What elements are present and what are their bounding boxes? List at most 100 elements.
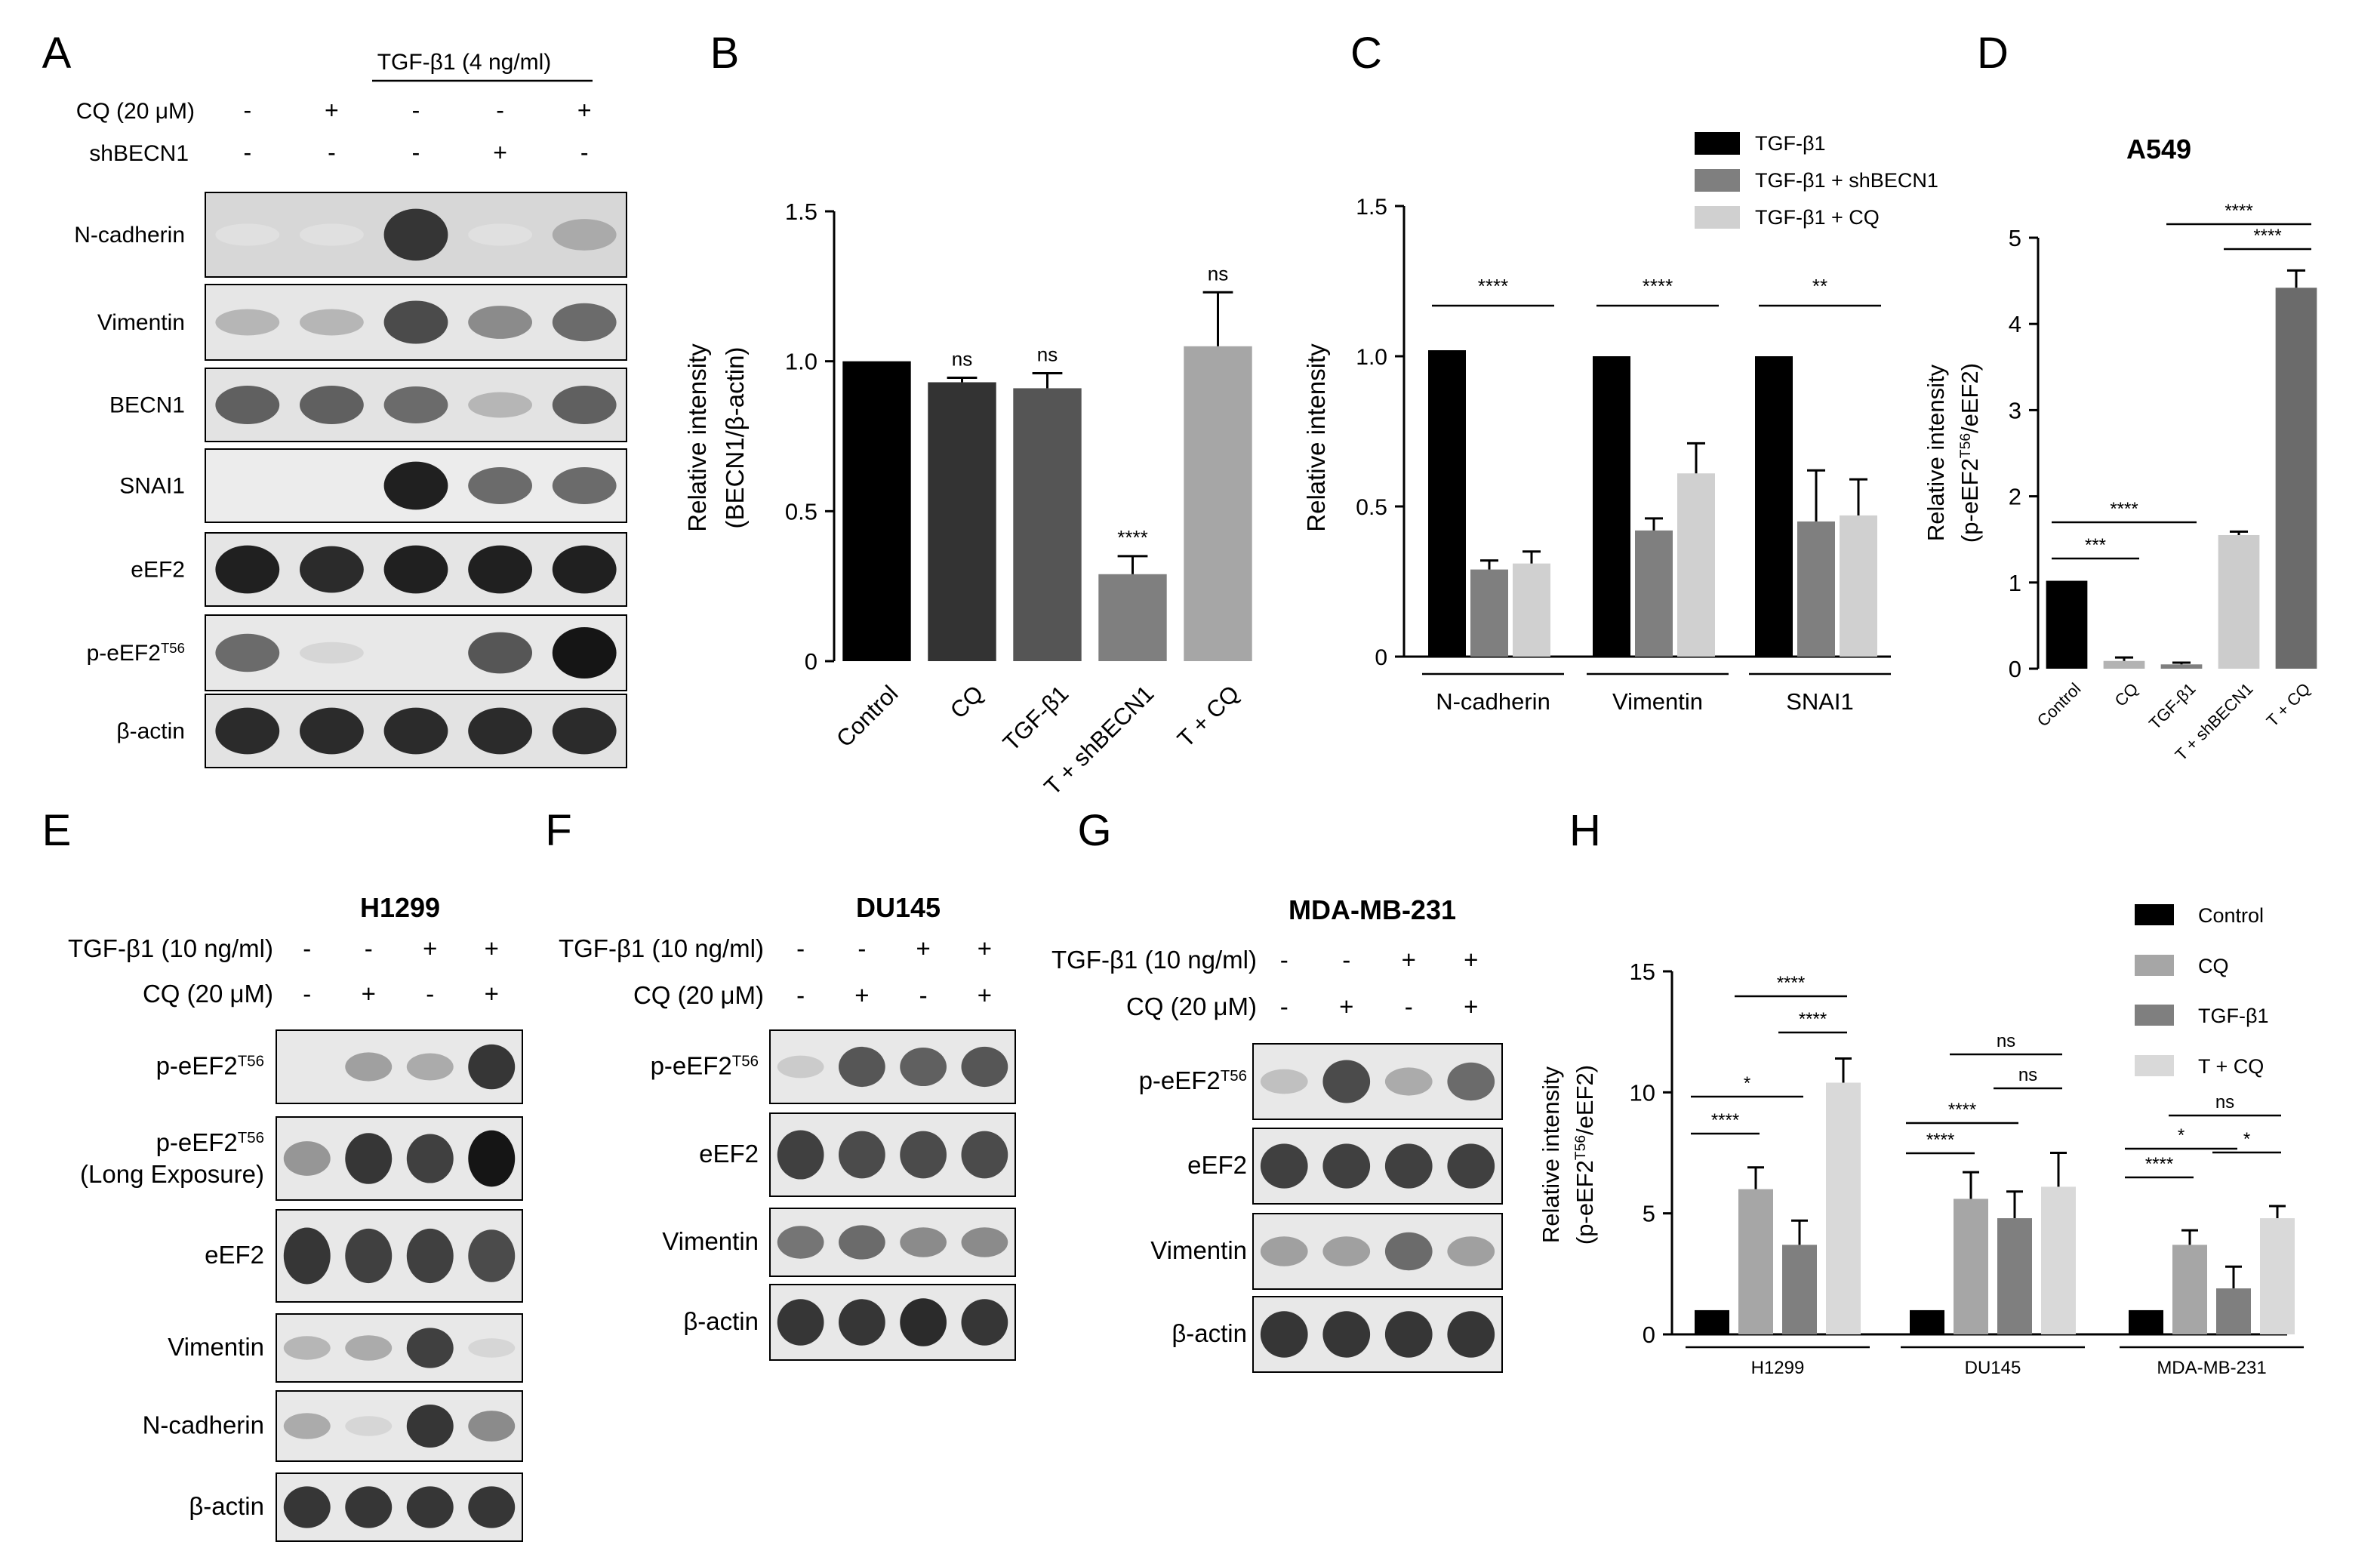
bar-2-1: [1797, 521, 1835, 657]
blot-band: [406, 1053, 454, 1081]
blot-band: [1384, 1232, 1433, 1271]
y-tick-label: 0.5: [785, 498, 817, 525]
cq-sign: -: [919, 981, 928, 1009]
bar-0-1: [1470, 569, 1508, 657]
y-tick-label: 2: [2009, 484, 2021, 510]
blot-band: [1322, 1060, 1371, 1103]
bar-2-0: [1755, 356, 1793, 657]
blot-band: [383, 386, 448, 423]
blot-band: [283, 1141, 331, 1176]
cq-sign: +: [1339, 992, 1353, 1020]
blot-band: [900, 1298, 947, 1346]
blot-band: [345, 1052, 393, 1082]
significance-label: ****: [1478, 275, 1508, 297]
blot-band: [468, 1338, 516, 1358]
bar-3: [1098, 574, 1167, 661]
blot-band: [383, 208, 448, 261]
blot-row-label: p-eEF2T56: [156, 1128, 264, 1156]
legend-label: TGF-β1: [2198, 1005, 2269, 1027]
blot-band: [1384, 1311, 1433, 1358]
blot-band: [283, 1336, 331, 1360]
significance-label: ****: [2225, 201, 2252, 221]
blot-band: [1384, 1067, 1433, 1096]
significance-label: ****: [1926, 1130, 1954, 1150]
significance-label: ****: [1711, 1110, 1739, 1131]
x-tick-label: Control: [2034, 679, 2085, 731]
blot-band: [1447, 1062, 1495, 1101]
blot-band: [777, 1299, 824, 1346]
tgf-label: TGF-β1 (10 ng/ml): [1051, 946, 1257, 974]
blot-band: [283, 1486, 331, 1528]
bar-1-2: [1677, 473, 1715, 657]
blot-band: [1260, 1236, 1308, 1266]
blot-band: [839, 1225, 885, 1260]
blot-band: [1447, 1143, 1495, 1189]
blot-band: [345, 1335, 393, 1361]
bar-2-1: [2172, 1245, 2207, 1334]
blot-band: [1384, 1143, 1433, 1189]
blot-band: [215, 385, 280, 425]
blot-row-label: N-cadherin: [74, 223, 185, 248]
y-tick-label: 5: [2009, 225, 2021, 251]
y-tick-label: 0: [1643, 1322, 1655, 1348]
blot-band: [1260, 1143, 1308, 1189]
significance-label: *: [1744, 1073, 1750, 1094]
blot-row-label: β-actin: [116, 719, 185, 744]
bar-3: [2218, 534, 2260, 669]
sh-sign: +: [493, 139, 507, 166]
blot-band: [468, 1229, 516, 1282]
cq-label: CQ (20 μM): [1126, 992, 1257, 1020]
x-tick-label: T + CQ: [1172, 680, 1245, 752]
blot-row-label-2: (Long Exposure): [80, 1160, 264, 1188]
significance-label: ns: [1208, 262, 1228, 285]
bar-1-0: [1593, 356, 1630, 657]
blot-row-label: Vimentin: [97, 310, 185, 335]
cq-sign: -: [243, 97, 251, 124]
cq-label: CQ (20 μM): [633, 981, 764, 1009]
x-category-label: Vimentin: [1612, 688, 1703, 715]
cq-sign: +: [577, 97, 592, 124]
significance-label: ns: [952, 348, 972, 371]
blot-band: [299, 642, 364, 664]
y-tick-label: 4: [2009, 311, 2021, 337]
y-tick-label: 0: [805, 648, 817, 675]
sh-sign: -: [328, 139, 336, 166]
y-axis-label-2-end: /eEF2): [1572, 1065, 1598, 1135]
y-tick-label: 0: [1375, 645, 1387, 670]
blot-band: [468, 1411, 516, 1442]
blot-band: [468, 1130, 516, 1187]
bar-1-0: [1910, 1309, 1944, 1334]
y-axis-label: Relative intensity: [1923, 364, 1949, 541]
bar-4: [1184, 346, 1252, 661]
blot-band: [1322, 1143, 1371, 1189]
bar-2-3: [2260, 1218, 2295, 1334]
legend-swatch-3: [2135, 1055, 2174, 1076]
x-category-label: SNAI1: [1786, 688, 1854, 715]
blot-band: [1447, 1236, 1495, 1266]
blot-row-label-sup: T56: [1221, 1067, 1247, 1085]
blot-band: [552, 467, 617, 504]
blot-band: [961, 1131, 1008, 1179]
blot-band: [839, 1299, 885, 1346]
blot-band: [345, 1486, 393, 1528]
cq-label: CQ (20 μM): [143, 980, 273, 1008]
significance-label: ns: [2018, 1065, 2037, 1085]
tgf-sign: +: [1402, 946, 1416, 974]
tgf-sign: +: [916, 934, 930, 962]
blot-row-label: p-eEF2T56: [651, 1052, 759, 1080]
tgf-sign: +: [423, 934, 437, 962]
x-category-label: DU145: [1965, 1358, 2021, 1378]
significance-label: ****: [2145, 1154, 2173, 1174]
x-tick-label: Control: [831, 680, 903, 752]
blot-row-label: Vimentin: [662, 1227, 759, 1255]
legend-label: TGF-β1 + shBECN1: [1755, 169, 1938, 192]
legend-swatch-2: [2135, 1005, 2174, 1026]
legend-swatch-0: [2135, 904, 2174, 925]
blot-band: [1322, 1236, 1371, 1266]
tgf-label: TGF-β1 (10 ng/ml): [559, 934, 764, 962]
x-category-label: H1299: [1751, 1358, 1805, 1378]
treatment-label: TGF-β1 (4 ng/ml): [377, 50, 552, 75]
x-tick-label: CQ: [2111, 679, 2142, 710]
blot-band: [552, 219, 617, 251]
